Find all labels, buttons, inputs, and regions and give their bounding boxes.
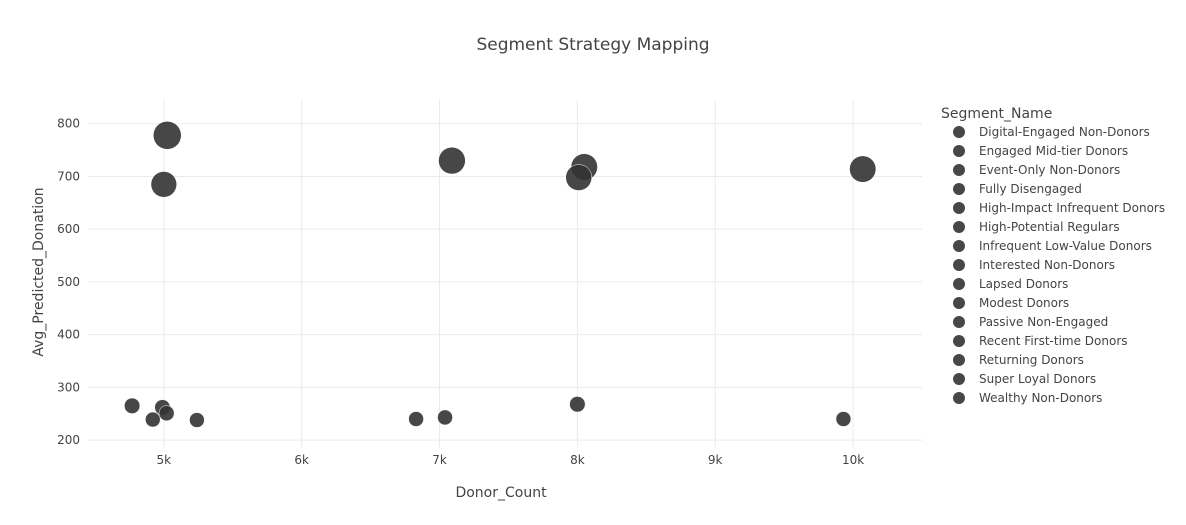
data-point[interactable] (437, 409, 453, 426)
y-axis-title: Avg_Predicted_Donation (31, 187, 47, 356)
x-axis-ticks: 5k 6k 7k 8k 9k 10k (157, 453, 865, 467)
grid (88, 100, 922, 448)
legend-marker (953, 126, 965, 138)
legend-item[interactable]: Passive Non-Engaged (953, 315, 1108, 329)
legend-item[interactable]: Lapsed Donors (953, 277, 1068, 291)
legend-label: Event-Only Non-Donors (979, 163, 1120, 177)
x-tick-label: 7k (432, 453, 447, 467)
legend-marker (953, 221, 965, 233)
data-points (124, 121, 877, 428)
legend-marker (953, 164, 965, 176)
data-point[interactable] (438, 146, 466, 175)
legend-label: High-Potential Regulars (979, 220, 1120, 234)
legend-item[interactable]: Modest Donors (953, 296, 1069, 310)
legend-item[interactable]: Event-Only Non-Donors (953, 163, 1120, 177)
legend-marker (953, 240, 965, 252)
legend-item[interactable]: Digital-Engaged Non-Donors (953, 125, 1150, 139)
x-tick-label: 9k (708, 453, 723, 467)
x-tick-label: 6k (294, 453, 309, 467)
y-tick-label: 600 (57, 222, 80, 236)
data-point[interactable] (150, 171, 177, 198)
y-axis-ticks: 200 300 400 500 600 700 800 (57, 117, 80, 447)
legend-marker (953, 297, 965, 309)
legend-label: Engaged Mid-tier Donors (979, 144, 1128, 158)
data-point[interactable] (569, 396, 586, 413)
legend-item[interactable]: Returning Donors (953, 353, 1084, 367)
legend-item[interactable]: Fully Disengaged (953, 182, 1082, 196)
y-tick-label: 400 (57, 328, 80, 342)
data-point[interactable] (408, 411, 424, 427)
legend-item[interactable]: Recent First-time Donors (953, 334, 1128, 348)
legend-title: Segment_Name (941, 106, 1052, 122)
x-tick-label: 5k (157, 453, 172, 467)
legend-marker (953, 183, 965, 195)
y-tick-label: 200 (57, 433, 80, 447)
legend-items: Digital-Engaged Non-Donors Engaged Mid-ti… (953, 125, 1165, 405)
y-tick-label: 800 (57, 117, 80, 131)
legend-label: Returning Donors (979, 353, 1084, 367)
data-point[interactable] (849, 155, 877, 183)
y-tick-label: 500 (57, 275, 80, 289)
chart-title: Segment Strategy Mapping (476, 35, 709, 55)
legend-item[interactable]: Interested Non-Donors (953, 258, 1115, 272)
data-point[interactable] (145, 411, 161, 428)
data-point[interactable] (158, 405, 175, 422)
y-tick-label: 700 (57, 169, 80, 183)
legend-label: Super Loyal Donors (979, 372, 1096, 386)
legend-marker (953, 354, 965, 366)
legend-label: Infrequent Low-Value Donors (979, 239, 1152, 253)
legend-label: Lapsed Donors (979, 277, 1068, 291)
data-point[interactable] (153, 121, 182, 150)
x-tick-label: 10k (842, 453, 864, 467)
legend-marker (953, 145, 965, 157)
legend-label: Digital-Engaged Non-Donors (979, 125, 1150, 139)
legend-item[interactable]: High-Impact Infrequent Donors (953, 201, 1165, 215)
legend-item[interactable]: Infrequent Low-Value Donors (953, 239, 1152, 253)
data-point[interactable] (565, 164, 593, 191)
legend-label: Wealthy Non-Donors (979, 391, 1102, 405)
legend-marker (953, 335, 965, 347)
legend-item[interactable]: Super Loyal Donors (953, 372, 1096, 386)
legend-marker (953, 278, 965, 290)
legend-marker (953, 373, 965, 385)
legend-marker (953, 202, 965, 214)
legend: Segment_Name Digital-Engaged Non-Donors E… (941, 106, 1165, 405)
legend-label: High-Impact Infrequent Donors (979, 201, 1165, 215)
legend-item[interactable]: High-Potential Regulars (953, 220, 1120, 234)
legend-label: Passive Non-Engaged (979, 315, 1108, 329)
legend-item[interactable]: Engaged Mid-tier Donors (953, 144, 1128, 158)
legend-marker (953, 259, 965, 271)
data-point[interactable] (124, 397, 141, 414)
legend-item[interactable]: Wealthy Non-Donors (953, 391, 1102, 405)
legend-label: Interested Non-Donors (979, 258, 1115, 272)
y-tick-label: 300 (57, 380, 80, 394)
legend-label: Recent First-time Donors (979, 334, 1128, 348)
legend-marker (953, 316, 965, 328)
legend-label: Modest Donors (979, 296, 1069, 310)
x-axis-title: Donor_Count (455, 485, 547, 501)
legend-label: Fully Disengaged (979, 182, 1082, 196)
x-tick-label: 8k (570, 453, 585, 467)
data-point[interactable] (835, 411, 852, 427)
legend-marker (953, 392, 965, 404)
data-point[interactable] (189, 412, 205, 428)
